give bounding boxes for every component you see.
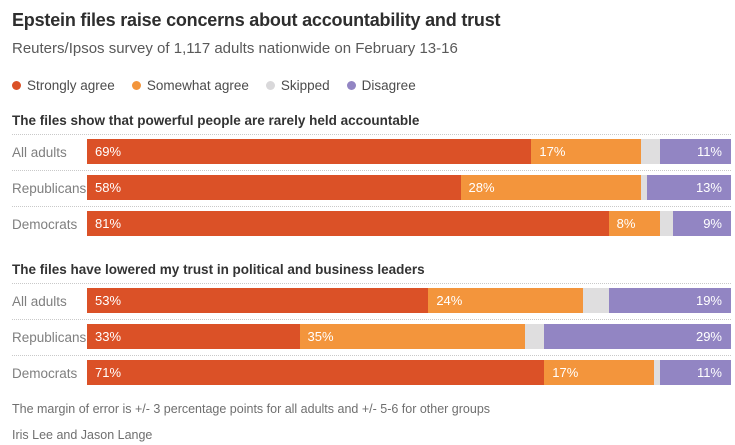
segment-value-label: 69% (95, 144, 122, 159)
stacked-bar: 58% 28% 13% (87, 175, 731, 200)
segment-value-label: 28% (468, 180, 495, 195)
stacked-bar: 33% 35% 29% (87, 324, 731, 349)
segment-value-label: 8% (616, 216, 636, 231)
byline: Iris Lee and Jason Lange (12, 428, 153, 442)
bar-segment-skipped (640, 139, 661, 164)
bar-segment-skipped (653, 360, 661, 385)
bar-row-democrats: Democrats 81% 8% 9% (12, 206, 731, 236)
segment-value-label: 9% (703, 216, 722, 231)
legend-item-somewhat-agree: Somewhat agree (131, 77, 249, 93)
legend-label: Skipped (280, 77, 330, 93)
legend-label: Disagree (361, 77, 416, 93)
bar-segment-somewhat-agree: 28% (460, 175, 641, 200)
bar-segment-disagree: 11% (660, 139, 731, 164)
legend-dot-icon (131, 80, 141, 90)
segment-value-label: 24% (436, 293, 463, 308)
row-label: Republicans (12, 180, 87, 196)
chart-section: The files have lowered my trust in polit… (12, 262, 731, 385)
page-title: Epstein files raise concerns about accou… (12, 10, 501, 30)
bar-segment-somewhat-agree: 17% (544, 360, 654, 385)
segment-value-label: 35% (307, 329, 334, 344)
segment-value-label: 17% (539, 144, 566, 159)
segment-value-label: 81% (95, 216, 122, 231)
bar-segment-strongly-agree: 69% (87, 139, 532, 164)
bar-row-democrats: Democrats 71% 17% 11% (12, 355, 731, 385)
bar-segment-disagree: 19% (608, 288, 731, 313)
legend-item-disagree: Disagree (346, 77, 416, 93)
bar-segment-somewhat-agree: 24% (428, 288, 583, 313)
chart-subtitle: Reuters/Ipsos survey of 1,117 adults nat… (12, 40, 458, 57)
legend-label: Somewhat agree (146, 77, 249, 93)
bar-segment-skipped (640, 175, 648, 200)
bar-segment-somewhat-agree: 8% (608, 211, 661, 236)
row-label: All adults (12, 144, 67, 160)
bar-segment-strongly-agree: 71% (87, 360, 545, 385)
bar-segment-skipped (582, 288, 609, 313)
segment-value-label: 29% (695, 329, 722, 344)
bar-row-all-adults: All adults 53% 24% 19% (12, 283, 731, 313)
stacked-bar: 69% 17% 11% (87, 139, 731, 164)
stacked-bar: 81% 8% 9% (87, 211, 731, 236)
bar-segment-strongly-agree: 81% (87, 211, 609, 236)
legend-dot-icon (346, 80, 356, 90)
chart-section: The files show that powerful people are … (12, 113, 731, 236)
bar-segment-disagree: 29% (544, 324, 731, 349)
legend-item-skipped: Skipped (265, 77, 330, 93)
legend-dot-icon (12, 80, 21, 90)
section-title: The files have lowered my trust in polit… (12, 262, 425, 277)
segment-value-label: 13% (695, 180, 722, 195)
row-label: Democrats (12, 216, 78, 232)
row-label: All adults (12, 293, 67, 309)
bar-segment-disagree: 9% (673, 211, 731, 236)
segment-value-label: 33% (95, 329, 122, 344)
legend: Strongly agree Somewhat agree Skipped Disag… (12, 76, 731, 94)
segment-value-label: 71% (95, 365, 122, 380)
legend-dot-icon (265, 80, 275, 90)
section-title: The files show that powerful people are … (12, 113, 420, 128)
segment-value-label: 17% (552, 365, 579, 380)
bar-segment-disagree: 13% (647, 175, 731, 200)
segment-value-label: 11% (696, 365, 722, 380)
legend-item-strongly-agree: Strongly agree (12, 78, 115, 93)
row-label: Democrats (12, 365, 78, 381)
bar-segment-disagree: 11% (660, 360, 731, 385)
row-label: Republicans (12, 329, 87, 345)
segment-value-label: 19% (695, 293, 722, 308)
stacked-bar: 53% 24% 19% (87, 288, 731, 313)
bar-segment-strongly-agree: 58% (87, 175, 461, 200)
segment-value-label: 53% (95, 293, 122, 308)
bar-row-all-adults: All adults 69% 17% 11% (12, 134, 731, 164)
margin-of-error-note: The margin of error is +/- 3 percentage … (12, 402, 491, 416)
bar-row-republicans: Republicans 33% 35% 29% (12, 319, 731, 349)
stacked-bar: 71% 17% 11% (87, 360, 731, 385)
legend-label: Strongly agree (27, 77, 115, 93)
bar-segment-skipped (524, 324, 545, 349)
bar-segment-somewhat-agree: 17% (531, 139, 641, 164)
bar-row-republicans: Republicans 58% 28% 13% (12, 170, 731, 200)
bar-segment-somewhat-agree: 35% (299, 324, 525, 349)
segment-value-label: 11% (696, 144, 722, 159)
segment-value-label: 58% (95, 180, 122, 195)
chart-sections: The files show that powerful people are … (12, 113, 731, 385)
bar-segment-strongly-agree: 33% (87, 324, 300, 349)
bar-segment-skipped (660, 211, 674, 236)
bar-segment-strongly-agree: 53% (87, 288, 429, 313)
